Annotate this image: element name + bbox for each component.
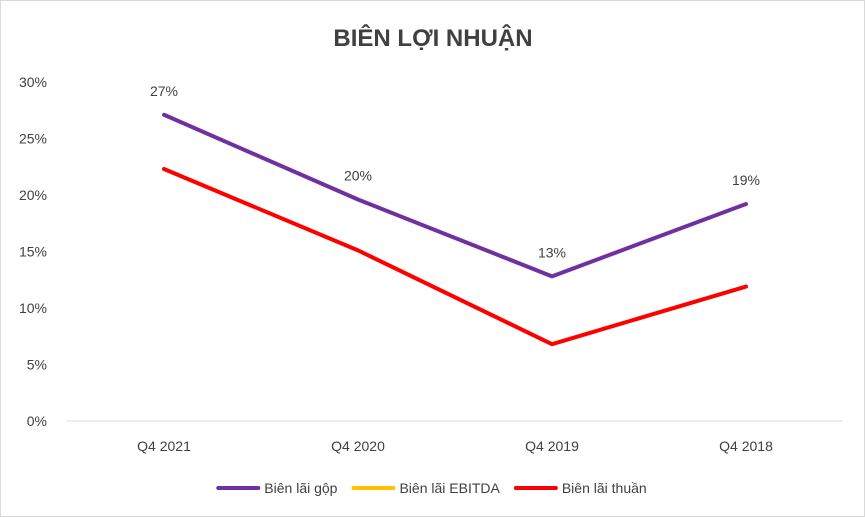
y-tick-label: 15% [19, 244, 47, 260]
y-tick-label: 5% [27, 357, 47, 373]
y-tick-label: 30% [19, 74, 47, 90]
data-label: 19% [732, 172, 760, 188]
data-label: 27% [150, 83, 178, 99]
data-labels: 27% 20% 13% 19% [150, 83, 760, 261]
y-tick-label: 25% [19, 131, 47, 147]
axes: 0% 5% 10% 15% 20% 25% 30% Q4 2021 Q4 2020 Q4 2019… [19, 74, 843, 454]
chart-title: BIÊN LỢI NHUẬN [333, 24, 532, 52]
x-tick-label: Q4 2018 [719, 438, 773, 454]
series-line-1 [162, 112, 748, 279]
x-tick-label: Q4 2019 [525, 438, 579, 454]
x-tick-label: Q4 2020 [331, 438, 385, 454]
y-tick-label: 0% [27, 413, 47, 429]
series-line-3 [162, 167, 748, 347]
legend-label: Biên lãi gộp [264, 480, 337, 496]
legend-label: Biên lãi EBITDA [399, 480, 500, 496]
legend: Biên lãi gộp Biên lãi EBITDA Biên lãi thuầ… [216, 480, 647, 496]
legend-label: Biên lãi thuần [562, 480, 647, 496]
x-tick-label: Q4 2021 [137, 438, 191, 454]
data-label: 20% [344, 168, 372, 184]
y-tick-label: 10% [19, 300, 47, 316]
series-lines [162, 112, 748, 347]
data-label: 13% [538, 244, 566, 260]
y-tick-label: 20% [19, 187, 47, 203]
